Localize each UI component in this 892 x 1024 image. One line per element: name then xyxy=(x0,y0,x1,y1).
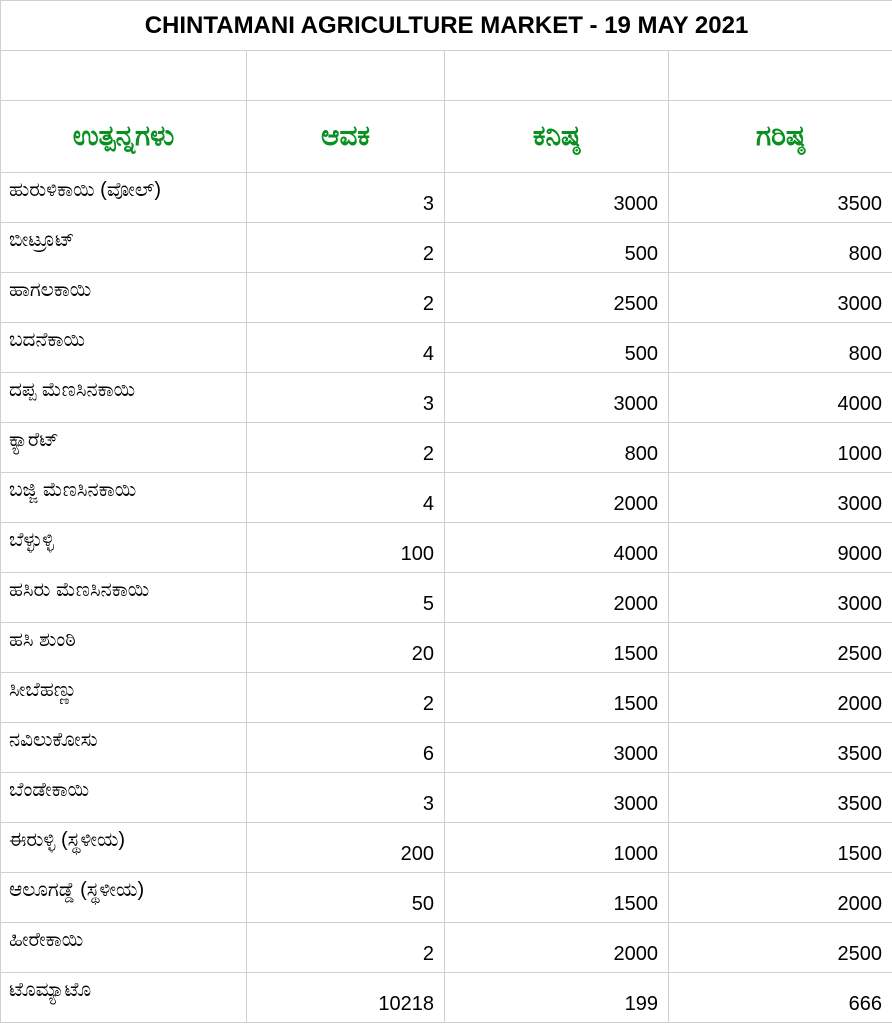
cell-max: 666 xyxy=(669,973,892,1023)
cell-product: ಬೀಟ್ರೂಟ್ xyxy=(1,223,247,273)
cell-min: 3000 xyxy=(445,723,669,773)
cell-arrival: 4 xyxy=(247,473,445,523)
table-row: ಬಜ್ಜಿ ಮೆಣಸಿನಕಾಯಿ420003000 xyxy=(1,473,892,523)
cell-min: 199 xyxy=(445,973,669,1023)
cell-max: 2500 xyxy=(669,623,892,673)
table-row: ಈರುಳ್ಳಿ (ಸ್ಥಳೀಯ)20010001500 xyxy=(1,823,892,873)
cell-max: 800 xyxy=(669,223,892,273)
cell-product: ಸೀಬೆಹಣ್ಣು xyxy=(1,673,247,723)
table-header-row: ಉತ್ಪನ್ನಗಳು ಆವಕ ಕನಿಷ್ಠ ಗರಿಷ್ಠ xyxy=(1,101,892,173)
cell-min: 3000 xyxy=(445,173,669,223)
cell-max: 3500 xyxy=(669,723,892,773)
cell-arrival: 5 xyxy=(247,573,445,623)
cell-max: 1000 xyxy=(669,423,892,473)
cell-product: ಹಾಗಲಕಾಯಿ xyxy=(1,273,247,323)
cell-max: 800 xyxy=(669,323,892,373)
cell-min: 4000 xyxy=(445,523,669,573)
cell-min: 800 xyxy=(445,423,669,473)
cell-arrival: 6 xyxy=(247,723,445,773)
cell-product: ಬೆಂಡೇಕಾಯಿ xyxy=(1,773,247,823)
cell-product: ಈರುಳ್ಳಿ (ಸ್ಥಳೀಯ) xyxy=(1,823,247,873)
cell-product: ಹಸಿರು ಮೆಣಸಿನಕಾಯಿ xyxy=(1,573,247,623)
cell-min: 1500 xyxy=(445,673,669,723)
cell-arrival: 2 xyxy=(247,273,445,323)
table-title-row: CHINTAMANI AGRICULTURE MARKET - 19 MAY 2… xyxy=(1,1,892,51)
cell-arrival: 10218 xyxy=(247,973,445,1023)
cell-min: 2000 xyxy=(445,573,669,623)
cell-min: 3000 xyxy=(445,373,669,423)
cell-max: 1500 xyxy=(669,823,892,873)
table-row: ಆಲೂಗಡ್ಡೆ (ಸ್ಥಳೀಯ)5015002000 xyxy=(1,873,892,923)
cell-max: 2000 xyxy=(669,873,892,923)
cell-product: ಬದನೆಕಾಯಿ xyxy=(1,323,247,373)
cell-max: 3500 xyxy=(669,173,892,223)
column-header-max: ಗರಿಷ್ಠ xyxy=(669,101,892,173)
table-row: ಬೆಳ್ಳುಳ್ಳಿ10040009000 xyxy=(1,523,892,573)
cell-max: 3000 xyxy=(669,473,892,523)
cell-min: 1500 xyxy=(445,873,669,923)
cell-max: 4000 xyxy=(669,373,892,423)
cell-max: 2500 xyxy=(669,923,892,973)
cell-min: 500 xyxy=(445,223,669,273)
table-title: CHINTAMANI AGRICULTURE MARKET - 19 MAY 2… xyxy=(1,1,892,51)
table-row: ನವಿಲುಕೋಸು630003500 xyxy=(1,723,892,773)
table-row: ಸೀಬೆಹಣ್ಣು215002000 xyxy=(1,673,892,723)
cell-min: 1500 xyxy=(445,623,669,673)
cell-arrival: 2 xyxy=(247,423,445,473)
cell-max: 3000 xyxy=(669,273,892,323)
cell-product: ಟೊಮ್ಯಾಟೊ xyxy=(1,973,247,1023)
table-row: ಹಸಿ ಶುಂಠಿ2015002500 xyxy=(1,623,892,673)
cell-arrival: 2 xyxy=(247,923,445,973)
cell-product: ಹುರುಳಿಕಾಯಿ (ವೋಲ್) xyxy=(1,173,247,223)
cell-max: 3500 xyxy=(669,773,892,823)
cell-product: ದಪ್ಪ ಮೆಣಸಿನಕಾಯಿ xyxy=(1,373,247,423)
cell-product: ಹೀರೇಕಾಯಿ xyxy=(1,923,247,973)
column-header-arrival: ಆವಕ xyxy=(247,101,445,173)
cell-arrival: 2 xyxy=(247,223,445,273)
table-row: ಹಾಗಲಕಾಯಿ225003000 xyxy=(1,273,892,323)
table-row: ಬದನೆಕಾಯಿ4500800 xyxy=(1,323,892,373)
cell-arrival: 4 xyxy=(247,323,445,373)
table-row: ಹುರುಳಿಕಾಯಿ (ವೋಲ್)330003500 xyxy=(1,173,892,223)
column-header-min: ಕನಿಷ್ಠ xyxy=(445,101,669,173)
table-row: ಹಸಿರು ಮೆಣಸಿನಕಾಯಿ520003000 xyxy=(1,573,892,623)
cell-max: 3000 xyxy=(669,573,892,623)
cell-product: ಬಜ್ಜಿ ಮೆಣಸಿನಕಾಯಿ xyxy=(1,473,247,523)
cell-arrival: 3 xyxy=(247,173,445,223)
cell-min: 3000 xyxy=(445,773,669,823)
table-row: ದಪ್ಪ ಮೆಣಸಿನಕಾಯಿ330004000 xyxy=(1,373,892,423)
cell-max: 9000 xyxy=(669,523,892,573)
table-row: ಬೀಟ್ರೂಟ್2500800 xyxy=(1,223,892,273)
table-body: ಹುರುಳಿಕಾಯಿ (ವೋಲ್)330003500ಬೀಟ್ರೂಟ್250080… xyxy=(1,173,892,1023)
cell-arrival: 50 xyxy=(247,873,445,923)
cell-arrival: 200 xyxy=(247,823,445,873)
cell-product: ಹಸಿ ಶುಂಠಿ xyxy=(1,623,247,673)
cell-min: 500 xyxy=(445,323,669,373)
cell-min: 1000 xyxy=(445,823,669,873)
cell-product: ಬೆಳ್ಳುಳ್ಳಿ xyxy=(1,523,247,573)
cell-arrival: 100 xyxy=(247,523,445,573)
cell-arrival: 3 xyxy=(247,373,445,423)
market-price-table: CHINTAMANI AGRICULTURE MARKET - 19 MAY 2… xyxy=(0,0,892,1023)
table-row: ಕ್ಯಾರೆಟ್28001000 xyxy=(1,423,892,473)
table-row: ಟೊಮ್ಯಾಟೊ10218199666 xyxy=(1,973,892,1023)
cell-arrival: 20 xyxy=(247,623,445,673)
cell-min: 2000 xyxy=(445,473,669,523)
cell-product: ನವಿಲುಕೋಸು xyxy=(1,723,247,773)
cell-arrival: 2 xyxy=(247,673,445,723)
table-row: ಬೆಂಡೇಕಾಯಿ330003500 xyxy=(1,773,892,823)
cell-max: 2000 xyxy=(669,673,892,723)
cell-arrival: 3 xyxy=(247,773,445,823)
column-header-product: ಉತ್ಪನ್ನಗಳು xyxy=(1,101,247,173)
cell-product: ಕ್ಯಾರೆಟ್ xyxy=(1,423,247,473)
table-row: ಹೀರೇಕಾಯಿ220002500 xyxy=(1,923,892,973)
cell-product: ಆಲೂಗಡ್ಡೆ (ಸ್ಥಳೀಯ) xyxy=(1,873,247,923)
table-blank-row xyxy=(1,51,892,101)
cell-min: 2500 xyxy=(445,273,669,323)
cell-min: 2000 xyxy=(445,923,669,973)
